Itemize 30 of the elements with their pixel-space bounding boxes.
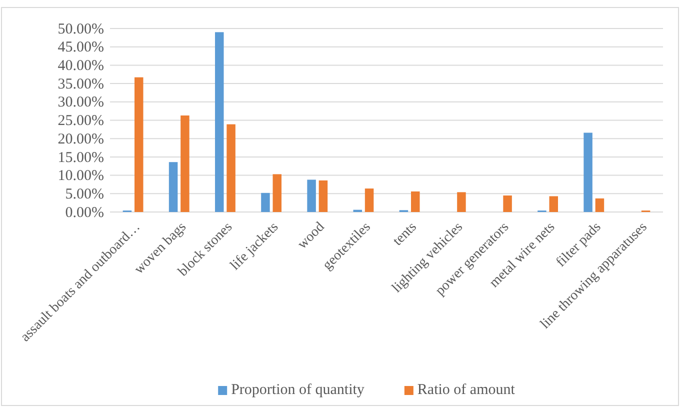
bar (584, 132, 592, 212)
x-tick-label: tents (390, 220, 420, 249)
bar (318, 180, 328, 212)
y-tick-label: 30.00% (58, 94, 104, 111)
bar (226, 124, 236, 212)
y-tick-label: 50.00% (58, 21, 104, 38)
y-tick-label: 0.00% (65, 204, 104, 221)
bar (272, 174, 282, 212)
y-tick-label: 10.00% (58, 168, 104, 184)
bar (595, 198, 604, 212)
y-tick-label: 40.00% (58, 58, 104, 74)
bar (549, 196, 558, 212)
bar (180, 115, 190, 212)
bar (168, 162, 178, 212)
bar (364, 188, 374, 212)
bar (503, 195, 512, 212)
y-tick-label: 5.00% (65, 186, 104, 202)
bar (411, 191, 420, 212)
y-tick-label: 20.00% (58, 131, 104, 148)
y-tick-label: 45.00% (58, 40, 104, 56)
bar (261, 192, 270, 212)
legend-label: Ratio of amount (417, 382, 516, 398)
y-tick-label: 15.00% (58, 150, 104, 166)
bar (457, 192, 466, 212)
y-tick-label: 35.00% (58, 76, 104, 92)
y-tick-label: 25.00% (58, 113, 104, 130)
bar (134, 77, 144, 212)
legend-label: Proportion of quantity (231, 382, 365, 398)
bar (215, 32, 224, 212)
bar (307, 180, 316, 212)
